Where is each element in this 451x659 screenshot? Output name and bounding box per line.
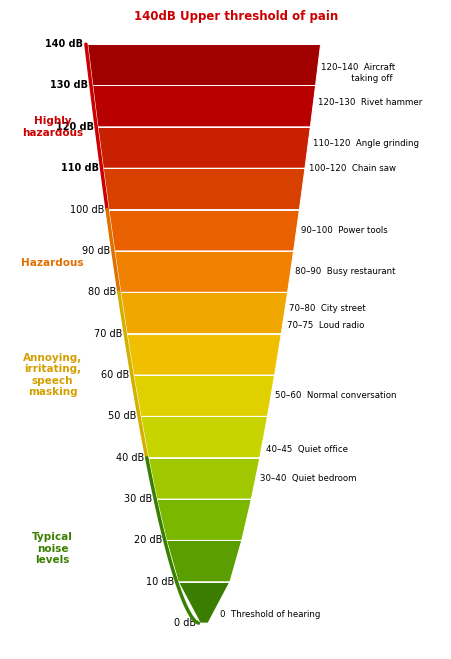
Polygon shape (98, 127, 310, 168)
Text: 120–130  Rivet hammer: 120–130 Rivet hammer (317, 98, 421, 107)
Text: 90 dB: 90 dB (82, 246, 110, 256)
Polygon shape (166, 540, 241, 582)
Polygon shape (115, 251, 293, 293)
Text: 80–90  Busy restaurant: 80–90 Busy restaurant (295, 267, 395, 276)
Text: 30 dB: 30 dB (124, 494, 152, 504)
Polygon shape (178, 582, 230, 623)
Polygon shape (103, 168, 304, 210)
Polygon shape (133, 375, 274, 416)
Polygon shape (87, 44, 320, 86)
Text: 100–120  Chain saw: 100–120 Chain saw (308, 163, 396, 173)
Text: 50 dB: 50 dB (108, 411, 136, 421)
Polygon shape (120, 293, 287, 333)
Text: 0  Threshold of hearing: 0 Threshold of hearing (220, 610, 320, 619)
Text: 120–140  Aircraft
           taking off: 120–140 Aircraft taking off (321, 63, 395, 83)
Text: 120 dB: 120 dB (55, 122, 93, 132)
Text: 10 dB: 10 dB (145, 577, 174, 587)
Text: Annoying,
irritating,
speech
masking: Annoying, irritating, speech masking (23, 353, 82, 397)
Text: 0 dB: 0 dB (173, 618, 195, 628)
Text: 40–45  Quiet office: 40–45 Quiet office (265, 445, 347, 454)
Text: 50–60  Normal conversation: 50–60 Normal conversation (275, 391, 396, 400)
Text: 100 dB: 100 dB (70, 204, 104, 215)
Text: 70–75  Loud radio: 70–75 Loud radio (286, 321, 364, 330)
Text: 60 dB: 60 dB (101, 370, 129, 380)
Polygon shape (156, 499, 251, 540)
Text: 80 dB: 80 dB (88, 287, 116, 297)
Text: Hazardous: Hazardous (21, 258, 83, 268)
Text: Typical
noise
levels: Typical noise levels (32, 532, 73, 565)
Polygon shape (109, 210, 299, 251)
Text: 140 dB: 140 dB (45, 39, 83, 49)
Text: 140dB Upper threshold of pain: 140dB Upper threshold of pain (134, 11, 338, 24)
Text: Highly
hazardous: Highly hazardous (22, 116, 83, 138)
Text: 90–100  Power tools: 90–100 Power tools (300, 226, 387, 235)
Text: 70 dB: 70 dB (94, 329, 122, 339)
Text: 110 dB: 110 dB (61, 163, 99, 173)
Text: 110–120  Angle grinding: 110–120 Angle grinding (312, 139, 418, 148)
Text: 130 dB: 130 dB (50, 80, 88, 90)
Polygon shape (92, 86, 315, 127)
Text: 70–80  City street: 70–80 City street (289, 304, 365, 313)
Polygon shape (127, 333, 281, 375)
Text: 30–40  Quiet bedroom: 30–40 Quiet bedroom (259, 474, 356, 483)
Polygon shape (148, 458, 259, 499)
Polygon shape (140, 416, 267, 458)
Text: 40 dB: 40 dB (115, 453, 144, 463)
Text: 20 dB: 20 dB (133, 535, 162, 546)
